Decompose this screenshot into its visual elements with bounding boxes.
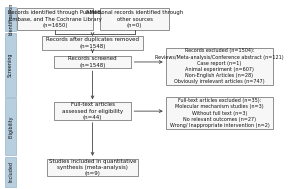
Text: Eligibility: Eligibility <box>8 115 13 138</box>
Bar <box>6 98 16 155</box>
Text: Records after duplicates removed
(n=1548): Records after duplicates removed (n=1548… <box>46 37 139 49</box>
Text: Full-text articles excluded (n=35):
Molecular mechanism studies (n=3)
Without fu: Full-text articles excluded (n=35): Mole… <box>170 98 269 128</box>
Bar <box>166 48 273 85</box>
Text: Additional records identified through
other sources
(n=0): Additional records identified through ot… <box>86 10 183 28</box>
Text: Included: Included <box>8 161 13 182</box>
Bar <box>6 157 16 187</box>
Text: Identification: Identification <box>8 3 13 35</box>
Text: Records screened
(n=1548): Records screened (n=1548) <box>68 56 117 68</box>
Bar <box>18 8 93 30</box>
Bar <box>42 36 144 50</box>
Bar <box>54 102 132 120</box>
Text: Screening: Screening <box>8 53 13 77</box>
Text: Studies included in quantitative
synthesis (meta-analysis)
(n=9): Studies included in quantitative synthes… <box>49 159 136 176</box>
Text: Full-text articles
assessed for eligibility
(n=44): Full-text articles assessed for eligibil… <box>62 102 123 120</box>
Bar <box>54 56 132 68</box>
Text: Records excluded (n=1504):
Reviews/Meta-analysis/Conference abstract (n=121)
Cas: Records excluded (n=1504): Reviews/Meta-… <box>155 48 284 84</box>
Bar <box>100 8 169 30</box>
Bar <box>166 98 273 129</box>
Bar <box>6 33 16 97</box>
Bar <box>47 159 138 176</box>
Text: Records identified through PubMed,
Embase, and The Cochrane Library
(n=1650): Records identified through PubMed, Embas… <box>8 10 103 28</box>
Bar <box>6 7 16 31</box>
